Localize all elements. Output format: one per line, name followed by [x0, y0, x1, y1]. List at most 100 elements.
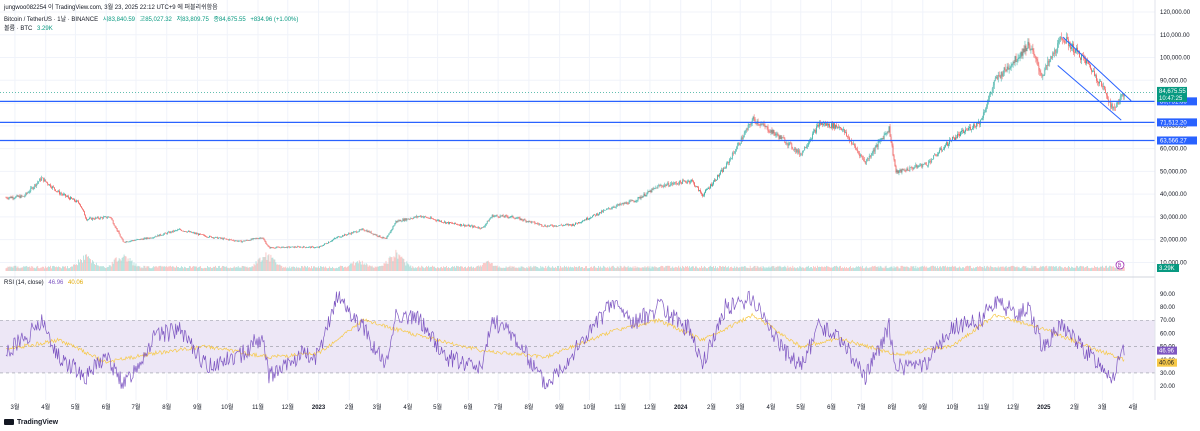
candle-body[interactable] — [617, 204, 619, 206]
candle-body[interactable] — [658, 185, 660, 186]
candle-body[interactable] — [203, 234, 204, 236]
candle-body[interactable] — [167, 232, 169, 234]
candle-body[interactable] — [1066, 37, 1068, 43]
candle-body[interactable] — [539, 224, 541, 225]
candle-body[interactable] — [101, 217, 103, 219]
candle-body[interactable] — [326, 243, 327, 245]
candle-body[interactable] — [911, 167, 913, 169]
candle-body[interactable] — [367, 231, 369, 233]
candle-body[interactable] — [880, 139, 882, 140]
candle-body[interactable] — [1102, 86, 1103, 87]
candle-body[interactable] — [912, 168, 914, 170]
candle-body[interactable] — [858, 152, 860, 156]
candle-body[interactable] — [112, 220, 114, 224]
candle-body[interactable] — [65, 194, 66, 197]
candle-body[interactable] — [973, 124, 974, 129]
volume-legend[interactable]: 볼륨 · BTC 3.29K — [4, 25, 56, 33]
candle-body[interactable] — [1062, 38, 1064, 40]
candle-body[interactable] — [1079, 51, 1080, 58]
candle-body[interactable] — [642, 195, 644, 198]
candle-body[interactable] — [1027, 41, 1029, 49]
candle-body[interactable] — [598, 212, 600, 215]
candle-body[interactable] — [577, 223, 578, 225]
candle-body[interactable] — [621, 203, 623, 204]
candle-body[interactable] — [579, 222, 580, 223]
candle-body[interactable] — [316, 247, 317, 248]
candle-body[interactable] — [746, 129, 748, 130]
candle-body[interactable] — [436, 220, 437, 221]
candle-body[interactable] — [760, 124, 762, 126]
candle-body[interactable] — [660, 185, 662, 187]
candle-body[interactable] — [844, 129, 845, 133]
candle-body[interactable] — [501, 215, 503, 217]
candle-body[interactable] — [246, 240, 248, 241]
candle-body[interactable] — [432, 218, 433, 220]
candle-body[interactable] — [409, 218, 411, 220]
candle-body[interactable] — [977, 122, 978, 124]
candle-body[interactable] — [847, 135, 848, 137]
candle-body[interactable] — [596, 213, 598, 216]
candle-body[interactable] — [392, 226, 394, 230]
candle-body[interactable] — [1113, 106, 1115, 108]
candle-body[interactable] — [843, 129, 844, 130]
candle-body[interactable] — [416, 216, 418, 218]
candle-body[interactable] — [679, 180, 681, 185]
candle-body[interactable] — [907, 168, 909, 171]
candle-body[interactable] — [448, 222, 449, 224]
candle-body[interactable] — [268, 245, 270, 248]
candle-body[interactable] — [830, 127, 831, 128]
candle-body[interactable] — [630, 200, 632, 202]
candle-body[interactable] — [381, 237, 383, 239]
candle-body[interactable] — [456, 223, 457, 225]
candle-body[interactable] — [822, 122, 823, 125]
candle-body[interactable] — [328, 241, 329, 244]
candle-body[interactable] — [663, 185, 665, 187]
candle-body[interactable] — [923, 163, 925, 165]
channel-line[interactable] — [1057, 65, 1122, 121]
candle-body[interactable] — [555, 225, 557, 227]
candle-body[interactable] — [1019, 56, 1021, 58]
candle-body[interactable] — [121, 237, 123, 240]
candle-body[interactable] — [553, 226, 555, 227]
candle-body[interactable] — [1025, 45, 1027, 52]
candle-body[interactable] — [904, 169, 906, 171]
candle-body[interactable] — [1024, 45, 1026, 52]
candle-body[interactable] — [178, 229, 179, 231]
candle-body[interactable] — [867, 158, 869, 159]
candle-body[interactable] — [332, 239, 333, 241]
candle-body[interactable] — [27, 192, 29, 194]
candle-body[interactable] — [122, 239, 124, 242]
candle-body[interactable] — [301, 246, 303, 248]
candle-body[interactable] — [516, 218, 518, 219]
candle-body[interactable] — [335, 238, 336, 239]
candle-body[interactable] — [768, 131, 770, 133]
candle-body[interactable] — [243, 240, 245, 242]
candle-body[interactable] — [1073, 43, 1074, 53]
candle-body[interactable] — [295, 246, 297, 248]
candle-body[interactable] — [76, 200, 77, 202]
candle-body[interactable] — [43, 177, 45, 182]
candle-body[interactable] — [260, 237, 262, 239]
candle-body[interactable] — [148, 238, 150, 239]
candle-body[interactable] — [1120, 95, 1122, 97]
candle-body[interactable] — [468, 225, 469, 226]
candle-body[interactable] — [559, 225, 560, 226]
candle-body[interactable] — [9, 196, 11, 198]
candle-body[interactable] — [969, 126, 970, 129]
candle-body[interactable] — [874, 147, 876, 152]
candle-body[interactable] — [307, 247, 308, 248]
candle-body[interactable] — [187, 231, 188, 233]
candle-body[interactable] — [1070, 44, 1071, 49]
candle-body[interactable] — [219, 237, 221, 239]
candle-body[interactable] — [741, 137, 743, 140]
price-axis[interactable]: 120,000.00110,000.00100,000.0090,000.008… — [1160, 10, 1191, 266]
candle-body[interactable] — [80, 204, 81, 207]
candle-body[interactable] — [700, 190, 701, 193]
horizontal-levels[interactable] — [0, 92, 1155, 142]
candle-body[interactable] — [320, 245, 321, 247]
candle-body[interactable] — [406, 218, 408, 221]
candle-body[interactable] — [7, 198, 9, 199]
candle-body[interactable] — [86, 217, 87, 221]
candle-body[interactable] — [582, 221, 583, 223]
candle-body[interactable] — [840, 127, 841, 129]
